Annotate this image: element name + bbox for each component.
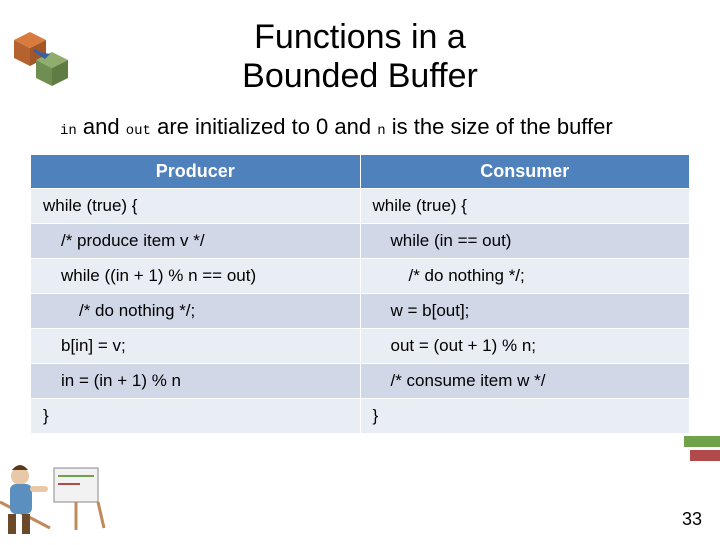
decor-bottom-left-icon: [0, 450, 120, 540]
slide-title: Functions in a Bounded Buffer: [0, 0, 720, 96]
producer-cell: }: [31, 399, 361, 434]
producer-consumer-table: Producer Consumer while (true) {while (t…: [30, 154, 690, 434]
col-header-consumer: Consumer: [360, 155, 690, 189]
title-line-1: Functions in a: [254, 18, 466, 56]
table-header-row: Producer Consumer: [31, 155, 690, 189]
decor-right-icon: [684, 436, 720, 466]
table-row: while ((in + 1) % n == out)/* do nothing…: [31, 259, 690, 294]
consumer-cell: /* consume item w */: [360, 364, 690, 399]
subtitle-t2: are initialized to 0 and: [151, 114, 377, 139]
consumer-cell: w = b[out];: [360, 294, 690, 329]
consumer-cell: /* do nothing */;: [360, 259, 690, 294]
slide-subtitle: in and out are initialized to 0 and n is…: [0, 96, 720, 154]
title-line-2: Bounded Buffer: [242, 57, 478, 95]
code-out: out: [126, 123, 151, 139]
table-row: while (true) {while (true) {: [31, 189, 690, 224]
table-body: while (true) {while (true) {/* produce i…: [31, 189, 690, 434]
code-table-wrap: Producer Consumer while (true) {while (t…: [0, 154, 720, 434]
consumer-cell: out = (out + 1) % n;: [360, 329, 690, 364]
slide-number: 33: [682, 509, 702, 530]
code-n: n: [377, 123, 385, 139]
subtitle-t3: is the size of the buffer: [386, 114, 613, 139]
table-row: /* produce item v */while (in == out): [31, 224, 690, 259]
producer-cell: in = (in + 1) % n: [31, 364, 361, 399]
table-row: }}: [31, 399, 690, 434]
consumer-cell: while (true) {: [360, 189, 690, 224]
consumer-cell: while (in == out): [360, 224, 690, 259]
table-row: b[in] = v;out = (out + 1) % n;: [31, 329, 690, 364]
table-row: /* do nothing */;w = b[out];: [31, 294, 690, 329]
table-row: in = (in + 1) % n/* consume item w */: [31, 364, 690, 399]
producer-cell: b[in] = v;: [31, 329, 361, 364]
producer-cell: /* produce item v */: [31, 224, 361, 259]
code-in: in: [60, 123, 77, 139]
producer-cell: while ((in + 1) % n == out): [31, 259, 361, 294]
producer-cell: while (true) {: [31, 189, 361, 224]
col-header-producer: Producer: [31, 155, 361, 189]
producer-cell: /* do nothing */;: [31, 294, 361, 329]
consumer-cell: }: [360, 399, 690, 434]
subtitle-t1: and: [77, 114, 126, 139]
